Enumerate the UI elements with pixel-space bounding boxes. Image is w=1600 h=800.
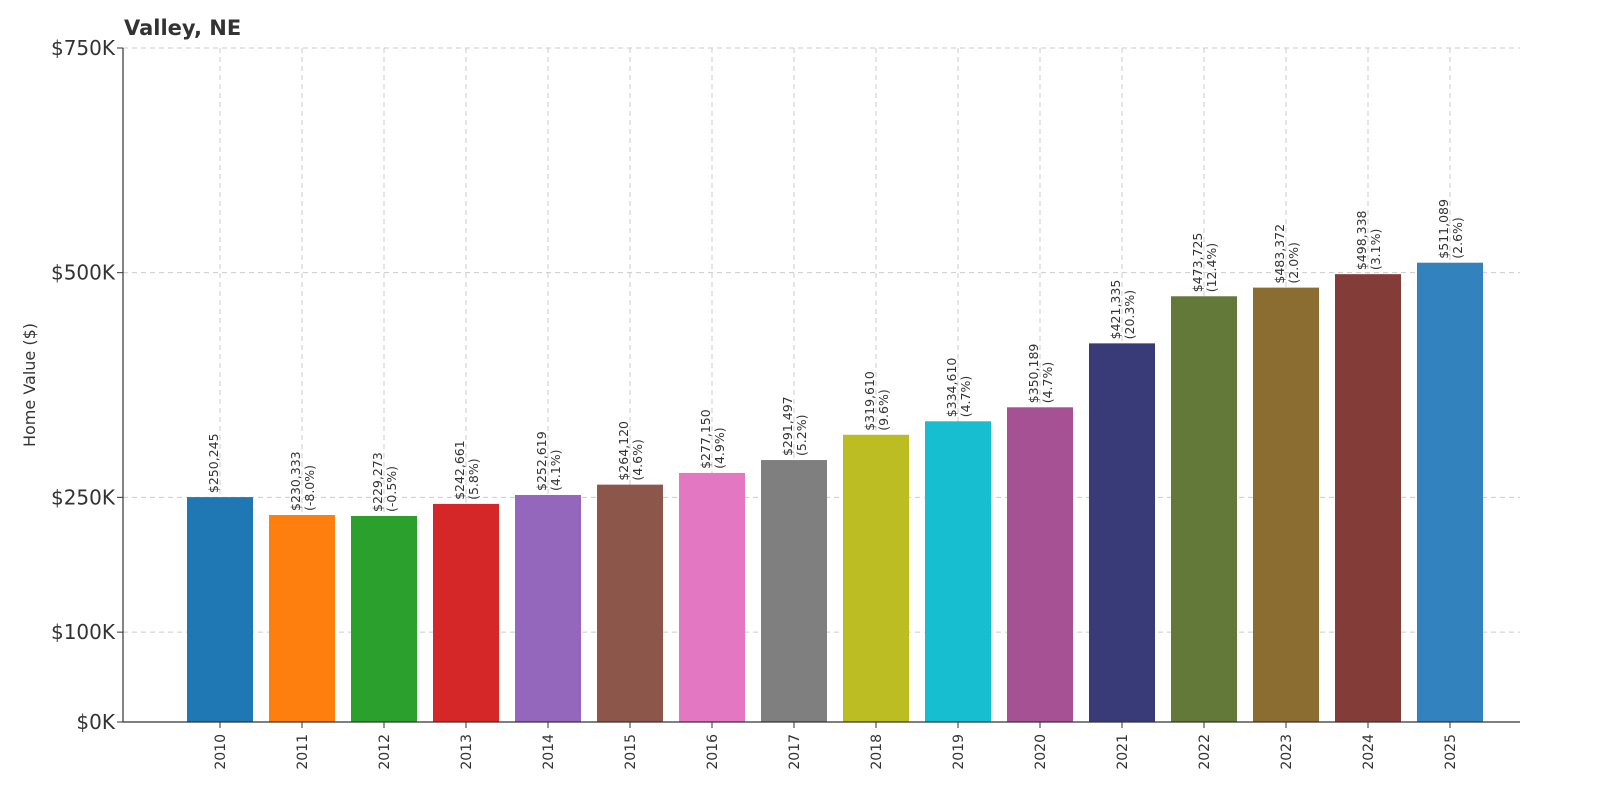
bar-change-label: (-8.0%) (302, 465, 317, 511)
x-tick-label: 2024 (1361, 734, 1377, 770)
bar-2011 (269, 515, 335, 722)
bar-2012 (351, 515, 417, 722)
bar-value-label: $511,089 (1436, 199, 1451, 259)
y-tick-label: $250K (51, 485, 116, 509)
bar-2023 (1253, 287, 1319, 722)
bar-2024 (1335, 274, 1401, 722)
x-tick-label: 2014 (541, 734, 557, 770)
bar-2020 (1007, 407, 1073, 722)
bars (187, 262, 1483, 722)
bar-2019 (925, 421, 991, 722)
bar-change-label: (2.0%) (1286, 242, 1301, 284)
bar-2018 (843, 434, 909, 722)
bar-change-label: (5.2%) (794, 415, 809, 457)
labels: $0K $100K $250K $500K $750K 2010 $250,245 2011 $… (51, 36, 1465, 770)
bar-value-label: $483,372 (1272, 224, 1287, 284)
y-tick-label: $750K (51, 36, 116, 60)
x-tick-label: 2025 (1443, 734, 1459, 770)
bar-change-label: (2.6%) (1450, 217, 1465, 259)
bar-value-label: $498,338 (1354, 210, 1369, 270)
bar-value-label: $421,335 (1108, 280, 1123, 340)
bar-2021 (1089, 343, 1155, 722)
x-tick-label: 2013 (459, 734, 475, 770)
bar-2013 (433, 503, 499, 722)
axes (117, 47, 1520, 728)
bar-change-label: (20.3%) (1122, 290, 1137, 339)
x-tick-label: 2020 (1033, 734, 1049, 770)
bar-value-label: $319,610 (862, 371, 877, 431)
bar-change-label: (4.7%) (958, 376, 973, 418)
bar-value-label: $350,189 (1026, 344, 1041, 404)
bar-value-label: $264,120 (616, 421, 631, 481)
x-tick-label: 2021 (1115, 734, 1131, 770)
bar-value-label: $291,497 (780, 396, 795, 456)
bar-value-label: $230,333 (288, 451, 303, 511)
x-tick-label: 2018 (869, 734, 885, 770)
x-tick-label: 2019 (951, 734, 967, 770)
bar-change-label: (4.1%) (548, 449, 563, 491)
bar-2014 (515, 494, 581, 722)
bar-value-label: $250,245 (206, 433, 221, 493)
x-tick-label: 2011 (295, 734, 311, 770)
y-tick-label: $100K (51, 620, 116, 644)
bar-value-label: $229,273 (370, 452, 385, 512)
bar-2010 (187, 497, 253, 722)
bar-change-label: (3.1%) (1368, 229, 1383, 271)
bar-2022 (1171, 296, 1237, 722)
bar-value-label: $242,661 (452, 440, 467, 500)
bar-change-label: (4.6%) (630, 439, 645, 481)
y-tick-label: $500K (51, 261, 116, 285)
x-tick-label: 2022 (1197, 734, 1213, 770)
y-tick-label: $0K (76, 710, 115, 734)
bar-2017 (761, 460, 827, 722)
bar-change-label: (4.9%) (712, 427, 727, 469)
bar-change-label: (4.7%) (1040, 362, 1055, 404)
x-tick-label: 2016 (705, 734, 721, 770)
bar-2016 (679, 472, 745, 722)
bar-value-label: $252,619 (534, 431, 549, 491)
x-tick-label: 2023 (1279, 734, 1295, 770)
y-axis-label: Home Value ($) (20, 323, 39, 447)
bar-value-label: $277,150 (698, 409, 713, 469)
bar-change-label: (5.8%) (466, 458, 481, 500)
bar-change-label: (9.6%) (876, 389, 891, 431)
bar-2025 (1417, 262, 1483, 722)
x-tick-label: 2010 (213, 734, 229, 770)
bar-change-label: (-0.5%) (384, 466, 399, 512)
x-tick-label: 2012 (377, 734, 393, 770)
bar-change-label: (12.4%) (1204, 243, 1219, 292)
bar-value-label: $334,610 (944, 358, 959, 418)
x-tick-label: 2015 (623, 734, 639, 770)
chart-title: Valley, NE (124, 16, 242, 40)
x-tick-label: 2017 (787, 734, 803, 770)
bar-value-label: $473,725 (1190, 233, 1205, 293)
bar-2015 (597, 484, 663, 722)
